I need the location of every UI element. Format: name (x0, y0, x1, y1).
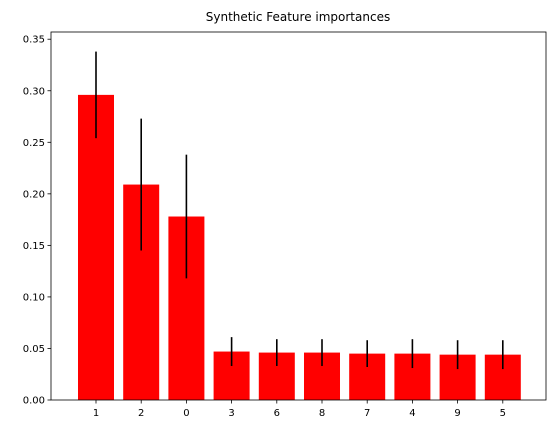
x-tick-label: 4 (409, 408, 415, 419)
x-tick-label: 1 (93, 408, 99, 419)
chart-title: Synthetic Feature importances (206, 10, 390, 24)
bar-feature-1 (78, 94, 114, 401)
y-tick-label: 0.00 (23, 396, 45, 407)
bars-group (78, 94, 521, 401)
y-tick-label: 0.05 (23, 344, 45, 355)
x-tick-label: 2 (138, 408, 144, 419)
x-tick-label: 6 (274, 408, 280, 419)
x-tick-label: 0 (183, 408, 189, 419)
y-tick-label: 0.35 (23, 35, 45, 46)
x-tick-label: 3 (228, 408, 234, 419)
y-tick-label: 0.30 (23, 86, 45, 97)
y-tick-label: 0.15 (23, 241, 45, 252)
plot-frame (50, 31, 547, 401)
error-bars-group (95, 51, 504, 370)
x-axis: 1 2 0 3 6 8 7 4 9 5 (93, 400, 506, 419)
y-tick-label: 0.20 (23, 189, 45, 200)
y-tick-label: 0.25 (23, 138, 45, 149)
x-tick-label: 9 (454, 408, 460, 419)
x-tick-label: 5 (500, 408, 506, 419)
y-tick-label: 0.10 (23, 292, 45, 303)
x-tick-label: 8 (319, 408, 325, 419)
y-axis: 0.00 0.05 0.10 0.15 0.20 0.25 0.30 0.35 (23, 35, 51, 407)
x-tick-label: 7 (364, 408, 370, 419)
